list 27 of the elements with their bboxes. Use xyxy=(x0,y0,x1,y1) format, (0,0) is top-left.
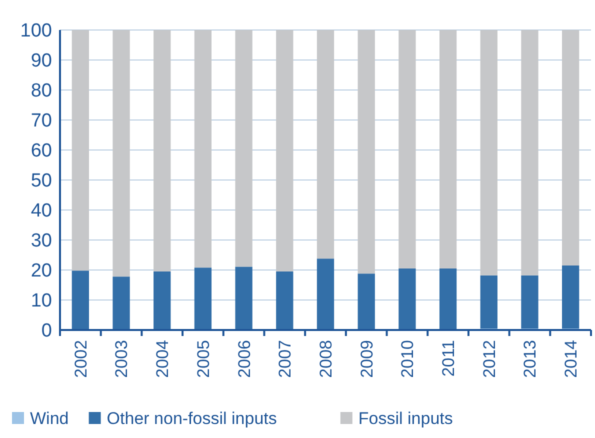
x-tick-label: 2004 xyxy=(153,340,172,378)
y-tick-label: 10 xyxy=(30,290,52,312)
y-tick-label: 90 xyxy=(30,50,52,72)
x-tick-label: 2007 xyxy=(276,340,295,378)
x-tick-label: 2010 xyxy=(398,340,418,378)
x-tick-label: 2014 xyxy=(562,340,581,378)
y-tick-label: 40 xyxy=(30,200,52,222)
x-tick-label: 2008 xyxy=(316,340,336,378)
x-tick-label: 2011 xyxy=(438,340,458,377)
y-tick-label: 50 xyxy=(30,170,52,192)
x-tick-label: 2009 xyxy=(357,340,376,378)
x-tick-label: 2005 xyxy=(194,340,213,378)
legend-label: Wind xyxy=(30,408,69,428)
x-tick-label: 2003 xyxy=(112,340,132,378)
legend-label: Fossil inputs xyxy=(358,408,453,428)
y-tick-label: 80 xyxy=(30,80,52,102)
y-tick-label: 20 xyxy=(30,260,52,282)
y-tick-label: 30 xyxy=(30,230,52,252)
x-tick-label: 2002 xyxy=(71,340,90,378)
y-tick-label: 70 xyxy=(30,110,52,132)
y-tick-label: 60 xyxy=(30,140,52,162)
x-tick-label: 2013 xyxy=(520,340,540,378)
legend-label: Other non-fossil inputs xyxy=(106,408,277,428)
y-tick-label: 0 xyxy=(41,320,52,342)
x-tick-label: 2006 xyxy=(234,340,254,378)
x-tick-label: 2012 xyxy=(480,340,499,378)
y-tick-label: 100 xyxy=(20,20,52,42)
